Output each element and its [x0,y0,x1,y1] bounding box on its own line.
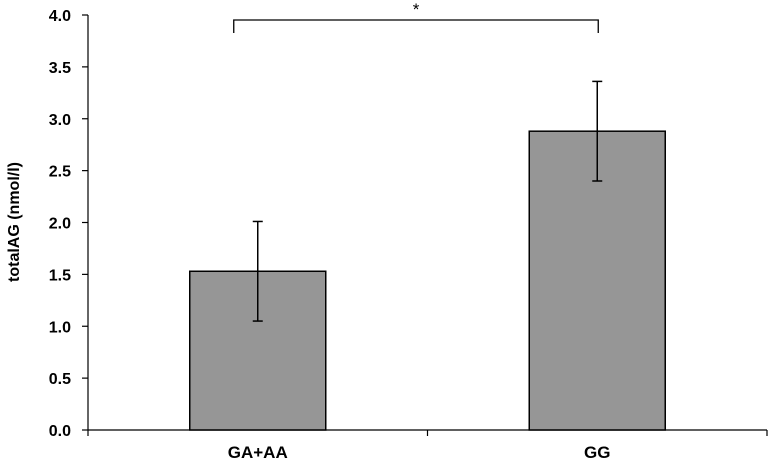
significance-label: * [413,0,420,19]
y-tick-label: 4.0 [49,8,71,25]
significance-bracket [233,19,599,33]
x-category-label: GA+AA [228,443,288,462]
y-tick-label: 1.0 [49,319,71,336]
y-axis-title: totalAG (nmol/l) [6,162,23,282]
y-tick-label: 3.0 [49,112,71,129]
y-tick-label: 2.5 [49,164,71,181]
y-tick-label: 3.5 [49,60,71,77]
x-category-label: GG [584,443,610,462]
y-tick-label: 0.0 [49,423,71,440]
y-tick-label: 2.0 [49,216,71,233]
y-tick-label: 1.5 [49,267,71,284]
y-tick-label: 0.5 [49,371,71,388]
